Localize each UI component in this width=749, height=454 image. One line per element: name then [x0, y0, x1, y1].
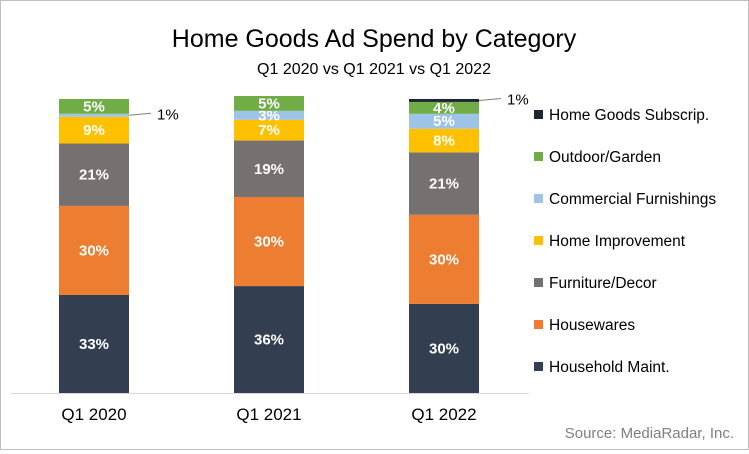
x-tick-label-q1-2020: Q1 2020: [61, 405, 126, 424]
bar-segment-q1-2020-home-improvement: [59, 116, 129, 144]
data-label-q1-2022-furniture-decor: 21%: [429, 176, 459, 193]
data-label-q1-2022-outdoor-garden: 4%: [433, 100, 455, 117]
data-label-q1-2021-housewares: 30%: [254, 234, 284, 251]
bar-segment-q1-2021-household-maint: [234, 286, 304, 393]
legend-swatch-outdoor-garden: [534, 152, 543, 161]
bar-segment-q1-2021-outdoor-garden: [234, 96, 304, 111]
x-axis: Q1 2020 Q1 2021 Q1 2022: [11, 393, 529, 424]
x-tick-label-q1-2022: Q1 2022: [411, 405, 476, 424]
bar-segment-q1-2020-household-maint: [59, 294, 129, 393]
legend-swatch-commercial-furnishings: [534, 194, 543, 203]
legend-label-furniture-decor: Furniture/Decor: [549, 275, 657, 292]
legend-item-furniture-decor: Furniture/Decor: [534, 275, 657, 292]
legend-label-housewares: Housewares: [549, 317, 635, 334]
data-label-q1-2020-furniture-decor: 21%: [79, 167, 109, 184]
legend-item-home-goods-subscrip: Home Goods Subscrip.: [534, 107, 709, 124]
legend-label-home-goods-subscrip: Home Goods Subscrip.: [549, 107, 709, 124]
bar-segment-q1-2021-furniture-decor: [234, 140, 304, 197]
legend-swatch-household-maint: [534, 362, 543, 371]
legend-item-outdoor-garden: Outdoor/Garden: [534, 149, 661, 166]
legend-swatch-home-improvement: [534, 236, 543, 245]
legend-swatch-furniture-decor: [534, 278, 543, 287]
bar-segment-q1-2022-home-goods-subscrip: [409, 98, 479, 102]
data-label-q1-2020-outdoor-garden: 5%: [83, 98, 105, 115]
legend-label-outdoor-garden: Outdoor/Garden: [549, 149, 661, 166]
bar-segment-q1-2022-home-improvement: [409, 128, 479, 153]
callout-line-q1-2022: [478, 97, 502, 101]
legend-item-commercial-furnishings: Commercial Furnishings: [534, 191, 716, 208]
legend-swatch-housewares: [534, 320, 543, 329]
bar-segment-q1-2022-outdoor-garden: [409, 101, 479, 114]
bar-segment-q1-2020-outdoor-garden: [59, 98, 129, 114]
data-label-q1-2021-furniture-decor: 19%: [254, 161, 284, 178]
bars-group: 33%30%21%9%5%36%30%19%7%3%5%30%30%21%8%5…: [59, 95, 479, 393]
data-label-q1-2022-household-maint: 30%: [429, 340, 459, 357]
source-note: Source: MediaRadar, Inc.: [565, 425, 734, 442]
chart-subtitle: Q1 2020 vs Q1 2021 vs Q1 2022: [257, 61, 491, 78]
bar-segment-q1-2022-furniture-decor: [409, 152, 479, 215]
x-tick-label-q1-2021: Q1 2021: [236, 405, 301, 424]
legend-label-commercial-furnishings: Commercial Furnishings: [549, 191, 716, 208]
legend-item-home-improvement: Home Improvement: [534, 233, 686, 250]
callout-line-q1-2020: [128, 112, 152, 116]
bar-segment-q1-2022-household-maint: [409, 303, 479, 393]
callout-label-q1-2022: 1%: [507, 91, 529, 108]
chart-title: Home Goods Ad Spend by Category: [172, 25, 577, 53]
data-label-q1-2020-housewares: 30%: [79, 242, 109, 259]
bar-segment-q1-2020-commercial-furnishings: [59, 113, 129, 117]
legend-label-household-maint: Household Maint.: [549, 359, 670, 376]
data-label-q1-2021-household-maint: 36%: [254, 332, 284, 349]
bar-segment-q1-2021-housewares: [234, 196, 304, 287]
legend-item-housewares: Housewares: [534, 317, 635, 334]
data-label-q1-2021-commercial-furnishings: 3%: [258, 107, 280, 124]
bar-segment-q1-2020-furniture-decor: [59, 143, 129, 206]
legend: Home Goods Subscrip. Outdoor/Garden Commer…: [534, 107, 716, 376]
callout-label-q1-2020: 1%: [157, 106, 179, 123]
bar-segment-q1-2020-housewares: [59, 205, 129, 295]
bar-segment-q1-2021-home-improvement: [234, 119, 304, 141]
legend-label-home-improvement: Home Improvement: [549, 233, 686, 250]
data-label-q1-2020-home-improvement: 9%: [83, 122, 105, 139]
bar-segment-q1-2022-commercial-furnishings: [409, 113, 479, 129]
annotations-group: 1% 1%: [128, 91, 529, 123]
data-label-q1-2021-home-improvement: 7%: [258, 122, 280, 139]
data-label-q1-2022-commercial-furnishings: 5%: [433, 113, 455, 130]
data-label-q1-2022-housewares: 30%: [429, 251, 459, 268]
data-label-q1-2020-household-maint: 33%: [79, 336, 109, 353]
legend-item-household-maint: Household Maint.: [534, 359, 670, 376]
bar-segment-q1-2022-housewares: [409, 214, 479, 304]
data-label-q1-2022-home-improvement: 8%: [433, 133, 455, 150]
legend-swatch-home-goods-subscrip: [534, 110, 543, 119]
bar-segment-q1-2021-commercial-furnishings: [234, 110, 304, 120]
data-label-q1-2021-outdoor-garden: 5%: [258, 95, 280, 112]
